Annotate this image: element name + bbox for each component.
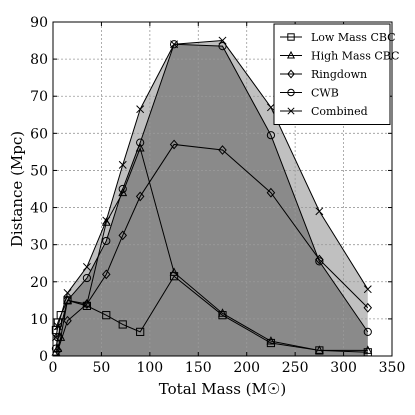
x-tick-label: 250 bbox=[282, 360, 309, 376]
y-tick-label: 0 bbox=[39, 349, 48, 365]
y-tick-label: 60 bbox=[30, 126, 48, 142]
y-tick-label: 70 bbox=[30, 89, 48, 105]
x-axis-title: Total Mass (M☉) bbox=[159, 380, 286, 398]
x-tick-label: 350 bbox=[379, 360, 406, 376]
y-tick-label: 80 bbox=[30, 52, 48, 68]
y-tick-label: 30 bbox=[30, 238, 48, 254]
x-tick-label: 50 bbox=[93, 360, 111, 376]
y-tick-label: 40 bbox=[30, 201, 48, 217]
y-tick-label: 20 bbox=[30, 275, 48, 291]
y-tick-label: 10 bbox=[30, 312, 48, 328]
x-tick-label: 200 bbox=[233, 360, 260, 376]
x-tick-label: 100 bbox=[136, 360, 163, 376]
legend-label: Low Mass CBC bbox=[311, 31, 396, 44]
x-tick-label: 300 bbox=[330, 360, 357, 376]
y-tick-label: 90 bbox=[30, 15, 48, 31]
legend-label: Ringdown bbox=[311, 68, 367, 81]
x-tick-label: 0 bbox=[49, 360, 58, 376]
y-tick-label: 50 bbox=[30, 163, 48, 179]
y-axis-title: Distance (Mpc) bbox=[8, 131, 26, 247]
x-tick-label: 150 bbox=[185, 360, 212, 376]
legend-label: Combined bbox=[311, 105, 368, 118]
legend-label: High Mass CBC bbox=[311, 50, 399, 63]
legend-label: CWB bbox=[311, 87, 339, 100]
legend: Low Mass CBC High Mass CBC Ringdown CWB Comb… bbox=[274, 24, 399, 125]
